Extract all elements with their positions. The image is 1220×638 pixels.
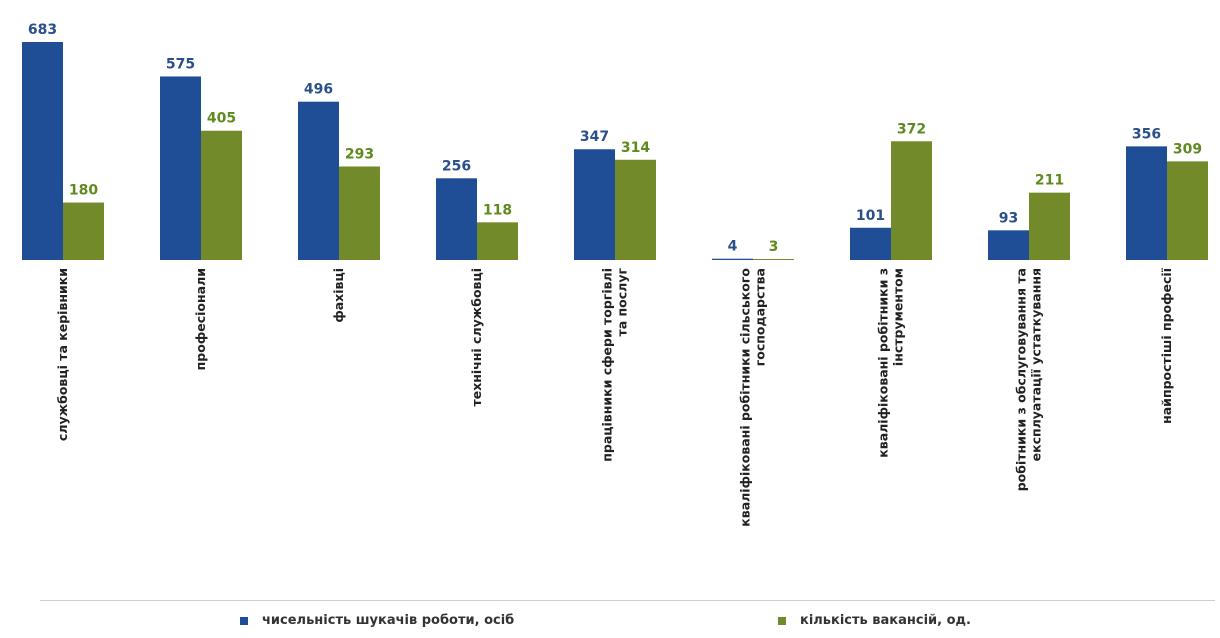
bar-job-seekers-2 [298, 101, 339, 260]
bar-vacancies-1 [201, 130, 242, 260]
bar-vacancies-3 [477, 222, 518, 260]
legend: чисельність шукачів роботи, осіб кількіс… [40, 600, 1215, 635]
category-label-line: працівники сфери торгівлі [600, 268, 615, 462]
bar-vacancies-2 [339, 166, 380, 260]
legend-label-job-seekers: чисельність шукачів роботи, осіб [262, 613, 515, 628]
value-label-vacancies-4: 314 [621, 140, 650, 156]
bar-job-seekers-5 [712, 258, 753, 260]
bar-vacancies-6 [891, 141, 932, 260]
value-label-job-seekers-1: 575 [166, 56, 195, 72]
legend-item-job-seekers: чисельність шукачів роботи, осіб [240, 613, 514, 628]
bar-job-seekers-1 [160, 76, 201, 260]
value-label-vacancies-8: 309 [1173, 141, 1202, 157]
category-label-line: фахівці [331, 268, 346, 323]
category-label-line: експлуатації устаткування [1029, 268, 1044, 461]
value-label-vacancies-0: 180 [69, 183, 98, 199]
category-label-line: технічні службовці [469, 268, 484, 407]
category-label-7: робітники з обслуговування та експлуатаці… [1014, 268, 1044, 491]
category-label-line: службовці та керівники [55, 268, 70, 441]
bar-vacancies-0 [63, 202, 104, 260]
category-label-2: фахівці [331, 268, 346, 323]
value-label-vacancies-5: 3 [769, 239, 779, 255]
category-label-line: та послуг [615, 268, 630, 337]
bar-vacancies-8 [1167, 161, 1208, 260]
bar-vacancies-4 [615, 159, 656, 260]
bar-job-seekers-0 [22, 42, 63, 260]
bar-chart: 683 180 575 405 496 293 256 118 347 314 4 3 101 372 93… [22, 22, 1208, 527]
category-label-line: кваліфіковані робітники з [876, 268, 891, 458]
value-label-vacancies-6: 372 [897, 121, 926, 137]
bar-job-seekers-3 [436, 178, 477, 260]
legend-item-vacancies: кількість вакансій, од. [778, 613, 971, 628]
bar-vacancies-5 [753, 259, 794, 260]
bar-job-seekers-6 [850, 227, 891, 260]
value-label-job-seekers-3: 256 [442, 158, 471, 174]
category-label-1: професіонали [193, 268, 208, 370]
category-label-line: професіонали [193, 268, 208, 370]
legend-label-vacancies: кількість вакансій, од. [800, 613, 971, 628]
category-label-0: службовці та керівники [55, 268, 70, 441]
value-label-vacancies-1: 405 [207, 111, 236, 127]
bar-job-seekers-8 [1126, 146, 1167, 260]
category-label-line: кваліфіковані робітники сільського [738, 268, 753, 527]
bar-job-seekers-4 [574, 149, 615, 260]
category-label-line: найпростіші професії [1159, 267, 1174, 424]
value-label-vacancies-3: 118 [483, 202, 512, 218]
value-label-vacancies-7: 211 [1035, 173, 1064, 189]
value-label-job-seekers-7: 93 [999, 210, 1018, 226]
category-label-line: господарства [753, 268, 768, 366]
value-label-job-seekers-4: 347 [580, 129, 609, 145]
value-label-job-seekers-5: 4 [728, 239, 738, 255]
value-label-job-seekers-0: 683 [28, 22, 57, 38]
legend-swatch-vacancies [778, 616, 786, 625]
legend-swatch-job-seekers [240, 616, 248, 625]
category-label-3: технічні службовці [469, 268, 484, 407]
bar-job-seekers-7 [988, 230, 1029, 260]
value-label-job-seekers-2: 496 [304, 82, 333, 98]
value-label-job-seekers-6: 101 [856, 208, 885, 224]
category-label-4: працівники сфери торгівлі та послуг [600, 268, 630, 462]
bar-vacancies-7 [1029, 192, 1070, 260]
category-label-line: робітники з обслуговування та [1014, 268, 1029, 491]
value-labels-group: 683 180 575 405 496 293 256 118 347 314 4 3 101 372 93… [28, 22, 1202, 255]
category-label-5: кваліфіковані робітники сільського господ… [738, 268, 768, 527]
category-label-8: найпростіші професії [1159, 267, 1174, 424]
category-label-line: інструментом [891, 268, 906, 366]
category-label-6: кваліфіковані робітники з інструментом [876, 268, 906, 458]
category-labels-group: службовці та керівники професіонали фахівц… [55, 267, 1174, 526]
bars-group [22, 42, 1208, 260]
value-label-vacancies-2: 293 [345, 146, 374, 162]
value-label-job-seekers-8: 356 [1132, 126, 1161, 142]
